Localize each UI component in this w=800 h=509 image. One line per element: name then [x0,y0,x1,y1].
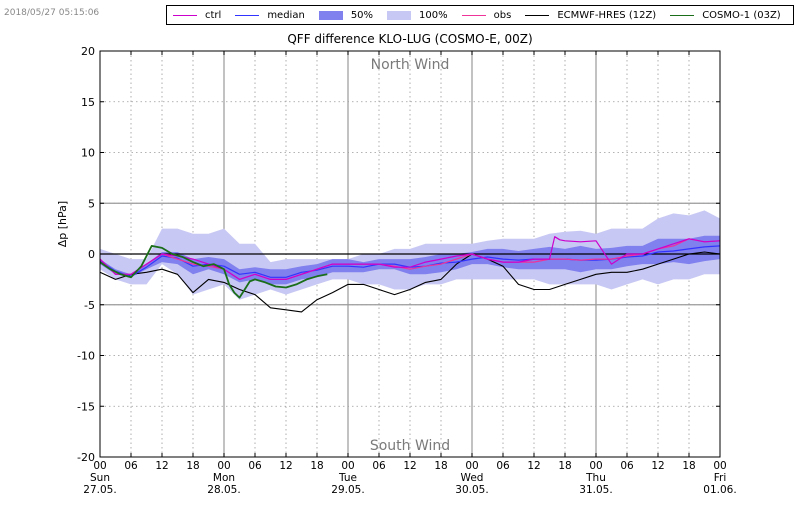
y-tick-label: 0 [88,248,95,261]
legend-swatch [387,10,412,20]
legend-swatch [525,14,550,16]
legend-swatch [318,10,343,20]
annotation-north-wind: North Wind [371,57,450,73]
legend-item: 50% [318,9,374,21]
x-tick-label: 12 [155,460,168,472]
date-label: 27.05. [83,484,116,496]
legend: ctrl median 50% 100% obs ECMWF-HRES (12Z) COSM… [166,5,794,25]
y-tick-label: 10 [81,147,95,160]
legend-swatch [670,14,695,16]
legend-swatch [461,14,486,16]
day-label: Fri [714,472,727,484]
legend-label: ctrl [205,9,222,21]
x-tick-label: 00 [713,460,726,472]
legend-label: 100% [419,9,448,21]
legend-label: ECMWF-HRES (12Z) [557,9,657,21]
legend-swatch [173,14,197,16]
x-tick-label: 06 [372,460,386,472]
day-label: Thu [585,472,606,484]
chart-title: QFF difference KLO-LUG (COSMO-E, 00Z) [287,32,533,46]
day-label: Wed [461,472,484,484]
date-label: 29.05. [331,484,364,496]
legend-item: ctrl [173,10,221,21]
y-tick-label: 20 [81,45,95,58]
x-tick-label: 18 [186,460,199,472]
y-tick-label: -5 [84,299,95,312]
annotation-south-wind: South Wind [370,438,450,454]
x-tick-label: 06 [620,460,634,472]
x-tick-label: 18 [310,460,323,472]
legend-item: 100% [387,10,448,21]
legend-item: obs [461,9,512,21]
timestamp: 2018/05/27 05:15:06 [4,8,100,18]
x-tick-label: 00 [341,460,354,472]
y-tick-label: -15 [77,400,95,413]
date-label: 28.05. [207,484,240,496]
legend-label: obs [493,9,512,21]
x-tick-label: 18 [682,460,695,472]
y-tick-label: -10 [77,350,95,363]
series-line-ctrl [99,236,721,280]
x-tick-label: 18 [434,460,447,472]
day-label: Sun [90,472,110,484]
x-tick-label: 06 [248,460,262,472]
series-line-ecmwf-hres-12z [99,251,721,313]
x-tick-label: 00 [93,460,106,472]
y-tick-label: -20 [77,451,95,464]
x-tick-label: 18 [558,460,571,472]
day-label: Mon [213,472,235,484]
y-tick-label: 15 [81,96,95,109]
legend-swatch [235,14,260,16]
y-tick-label: 5 [88,197,95,210]
legend-label: median [267,9,305,21]
y-axis-label: Δp [hPa] [56,201,69,247]
date-label: 01.06. [703,484,736,496]
legend-item: ECMWF-HRES (12Z) [525,10,656,21]
x-tick-label: 12 [651,460,664,472]
x-tick-label: 12 [403,460,416,472]
x-tick-label: 00 [465,460,478,472]
x-tick-label: 00 [589,460,602,472]
legend-item: COSMO-1 (03Z) [670,10,781,21]
day-label: Tue [338,472,357,484]
x-tick-label: 12 [279,460,292,472]
x-tick-label: 06 [496,460,510,472]
legend-label: 50% [350,9,374,21]
x-tick-label: 06 [124,460,138,472]
legend-label: COSMO-1 (03Z) [702,9,781,21]
x-tick-label: 00 [217,460,230,472]
x-tick-label: 12 [527,460,540,472]
date-label: 30.05. [455,484,488,496]
date-label: 31.05. [579,484,612,496]
legend-item: median [235,10,305,21]
series-line-cosmo-1-03z [99,244,328,299]
